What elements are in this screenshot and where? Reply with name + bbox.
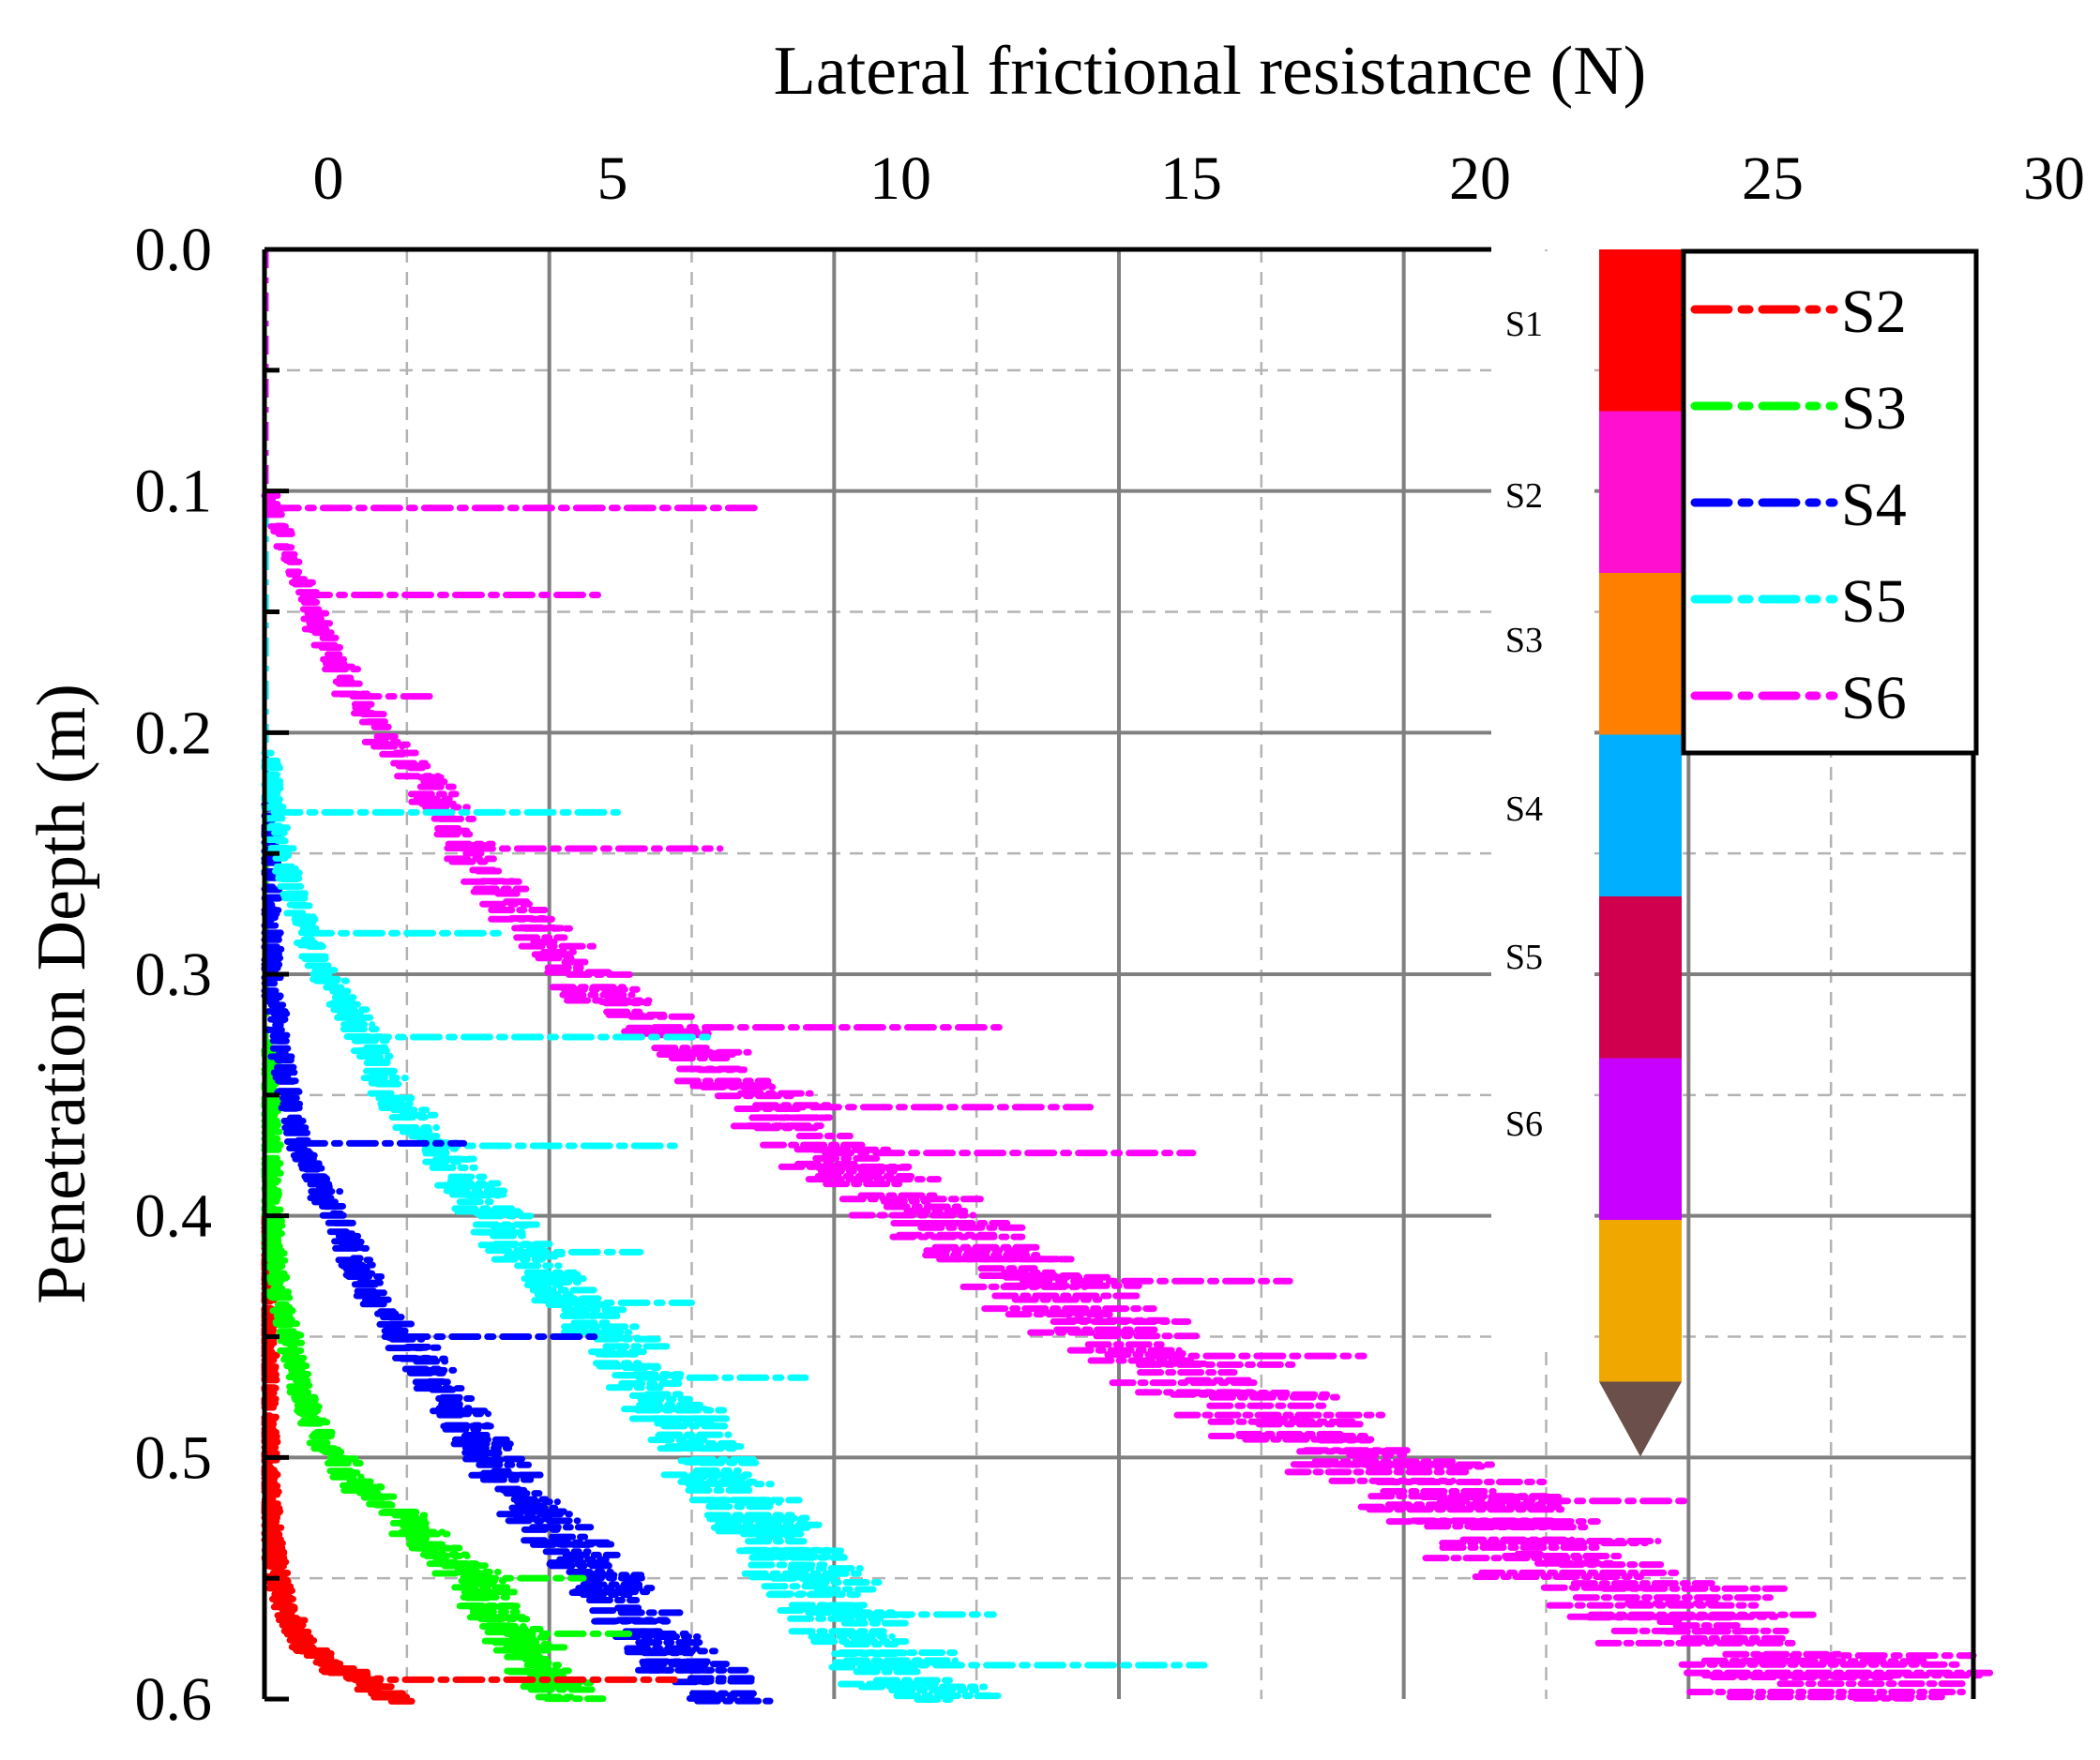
legend-item-s6: S6	[1690, 664, 1907, 732]
data-series	[261, 249, 1999, 1705]
legend-item-s4: S4	[1690, 471, 1907, 539]
zone-label: S4	[1505, 790, 1543, 829]
series-s4	[261, 249, 774, 1705]
probe-segment-s4	[1599, 734, 1682, 897]
x-axis-title: Lateral frictional resistance (N)	[774, 33, 1647, 110]
x-tick-label: 30	[2023, 144, 2085, 213]
zone-label: S6	[1505, 1105, 1543, 1144]
probe-segment-s5	[1599, 896, 1682, 1059]
zone-label: S1	[1505, 305, 1543, 344]
x-tick-label: 25	[1742, 144, 1804, 213]
probe-segment-s2	[1599, 411, 1682, 574]
probe-segment-s3	[1599, 573, 1682, 735]
x-tick-label: 20	[1449, 144, 1511, 213]
y-tick-label: 0.6	[135, 1665, 213, 1734]
legend: S2 S3 S4 S5 S6	[1681, 248, 1979, 756]
probe-segment-s1	[1599, 249, 1682, 412]
probe-segment-lower	[1599, 1220, 1682, 1382]
zone-label: S3	[1505, 621, 1543, 660]
probe-label-background	[1491, 251, 1594, 1348]
series-s6	[261, 249, 1999, 1702]
probe-tip	[1599, 1381, 1682, 1457]
legend-label: S5	[1841, 567, 1907, 636]
y-tick-label: 0.0	[135, 216, 213, 284]
series-s5	[261, 249, 1004, 1703]
axis-ticks: 0.0 0.1 0.2 0.3 0.4 0.5 0.6 0 5 10 15 20 25 30	[135, 144, 2086, 1734]
zone-label: S5	[1505, 938, 1543, 977]
legend-item-s2: S2	[1690, 278, 1907, 346]
x-tick-label: 10	[869, 144, 931, 213]
legend-item-s5: S5	[1690, 567, 1907, 636]
x-tick-label: 5	[597, 144, 628, 213]
y-tick-label: 0.1	[135, 458, 213, 526]
legend-item-s3: S3	[1690, 374, 1907, 443]
y-axis-title: Penetration Depth (m)	[23, 684, 100, 1304]
legend-label: S4	[1841, 471, 1907, 539]
zone-label: S2	[1505, 476, 1543, 516]
probe-zone-text: S1 S2 S3 S4 S5 S6	[1505, 305, 1543, 1144]
y-tick-label: 0.4	[135, 1182, 213, 1251]
y-tick-label: 0.2	[135, 699, 213, 767]
x-tick-label: 0	[313, 144, 344, 213]
probe-diagram: S1 S2 S3 S4 S5 S6	[1491, 249, 1682, 1457]
legend-label: S6	[1841, 664, 1907, 732]
legend-label: S3	[1841, 374, 1907, 443]
x-tick-label: 15	[1160, 144, 1222, 213]
y-tick-label: 0.5	[135, 1423, 213, 1492]
y-tick-label: 0.3	[135, 940, 213, 1009]
probe-segment-s6	[1599, 1058, 1682, 1221]
legend-label: S2	[1841, 278, 1907, 346]
